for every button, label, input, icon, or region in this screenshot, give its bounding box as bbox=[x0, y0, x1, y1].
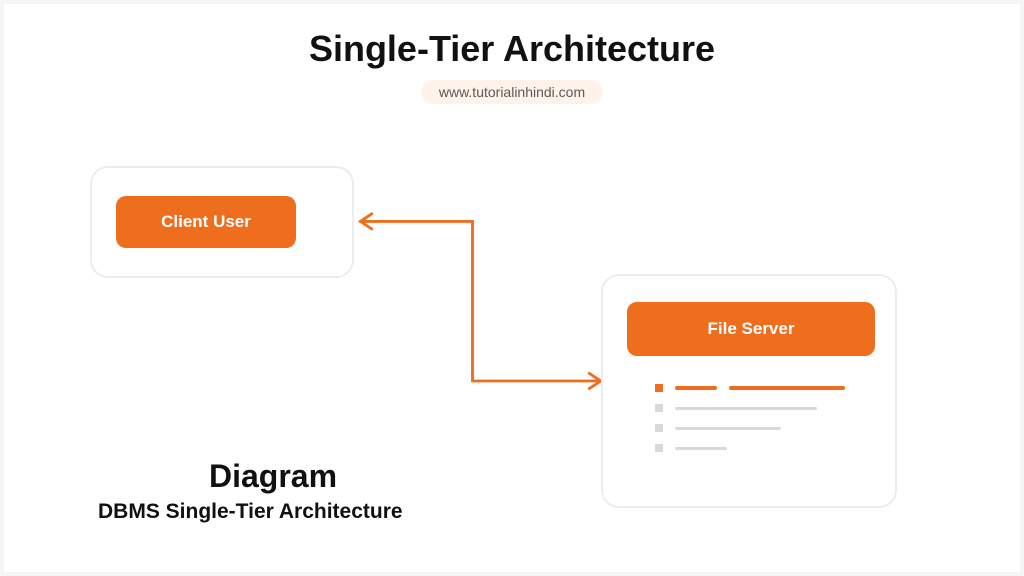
diagram-canvas: Single-Tier Architecture www.tutorialinh… bbox=[4, 4, 1020, 572]
list-item bbox=[655, 384, 871, 392]
source-url-pill: www.tutorialinhindi.com bbox=[421, 80, 603, 104]
connector-arrow bbox=[352, 210, 612, 400]
placeholder-line bbox=[675, 427, 781, 430]
bullet-icon bbox=[655, 384, 663, 392]
list-item bbox=[655, 404, 871, 412]
list-item bbox=[655, 444, 871, 452]
bullet-icon bbox=[655, 424, 663, 432]
caption-subheading: DBMS Single-Tier Architecture bbox=[98, 500, 403, 524]
bullet-icon bbox=[655, 444, 663, 452]
connector-path bbox=[373, 221, 589, 381]
arrowhead-right-icon bbox=[588, 373, 600, 388]
placeholder-line bbox=[729, 386, 845, 390]
client-card: Client User bbox=[90, 166, 354, 278]
placeholder-line bbox=[675, 386, 717, 390]
server-file-list bbox=[627, 384, 871, 452]
client-user-node: Client User bbox=[116, 196, 296, 248]
file-server-node: File Server bbox=[627, 302, 875, 356]
bullet-icon bbox=[655, 404, 663, 412]
caption-heading: Diagram bbox=[209, 458, 337, 495]
placeholder-line bbox=[675, 407, 817, 410]
server-card: File Server bbox=[601, 274, 897, 508]
placeholder-line bbox=[675, 447, 727, 450]
page-title: Single-Tier Architecture bbox=[4, 28, 1020, 70]
arrowhead-left-icon bbox=[360, 214, 372, 229]
list-item bbox=[655, 424, 871, 432]
